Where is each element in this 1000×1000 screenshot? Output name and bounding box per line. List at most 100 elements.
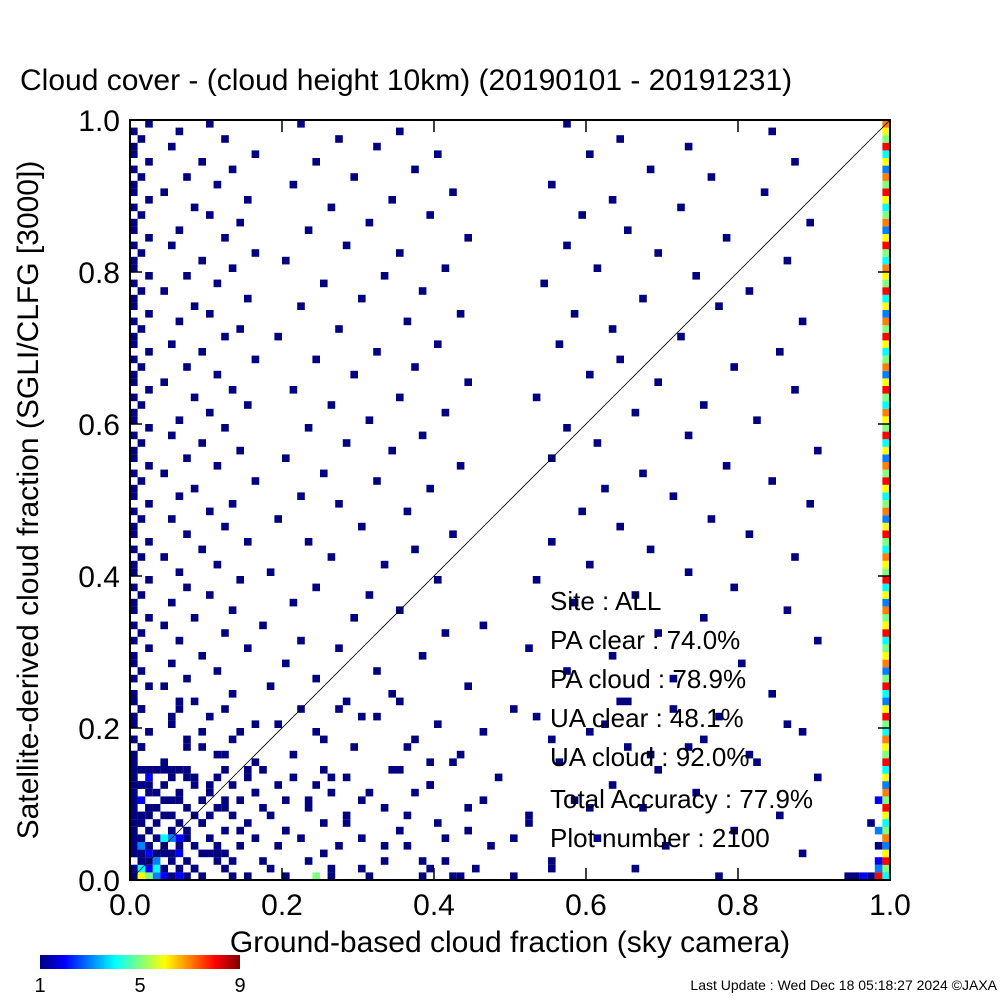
heatmap-cell — [130, 226, 138, 234]
heatmap-cell — [266, 811, 275, 820]
heatmap-cell — [411, 788, 419, 797]
heatmap-cell — [669, 674, 678, 683]
heatmap-cell — [130, 340, 138, 348]
heatmap-cell — [806, 500, 814, 508]
heatmap-cell — [137, 872, 146, 880]
heatmap-cell — [160, 758, 168, 766]
heatmap-cell — [244, 196, 252, 204]
heatmap-cell — [221, 864, 229, 873]
heatmap-cell — [814, 636, 822, 645]
heatmap-cell — [221, 849, 229, 858]
heatmap-cell — [183, 743, 191, 751]
heatmap-cell — [388, 196, 396, 204]
heatmap-cell — [137, 667, 146, 675]
heatmap-cell — [882, 150, 890, 158]
x-tick-label: 0.4 — [413, 889, 455, 922]
heatmap-cell — [228, 781, 237, 789]
colorbar-tick-min: 1 — [34, 975, 45, 997]
chart-title: Cloud cover - (cloud height 10km) (20190… — [20, 64, 792, 97]
heatmap-cell — [874, 872, 883, 880]
heatmap-cell — [160, 188, 168, 196]
heatmap-cell — [540, 279, 548, 288]
y-tick-label: 0.6 — [78, 409, 120, 442]
heatmap-cell — [289, 598, 298, 607]
heatmap-cell — [730, 583, 738, 592]
colorbar-tick-mid: 5 — [134, 975, 145, 997]
heatmap-cell — [130, 598, 138, 607]
heatmap-cell — [882, 614, 890, 622]
heatmap-cell — [616, 355, 624, 364]
heatmap-cell — [206, 834, 214, 842]
heatmap-cell — [350, 614, 358, 622]
heatmap-cell — [882, 287, 890, 295]
heatmap-cell — [570, 796, 579, 804]
heatmap-cell — [882, 766, 890, 774]
heatmap-cell — [130, 264, 138, 272]
heatmap-cell — [175, 705, 184, 713]
heatmap-cell — [365, 788, 374, 797]
heatmap-cell — [859, 872, 868, 880]
heatmap-cell — [145, 500, 153, 508]
heatmap-cell — [456, 872, 465, 880]
heatmap-cell — [411, 165, 419, 174]
heatmap-cell — [228, 857, 237, 865]
heatmap-cell — [160, 849, 168, 858]
heatmap-cell — [692, 788, 700, 797]
heatmap-cell — [251, 834, 260, 842]
heatmap-cell — [882, 234, 890, 242]
heatmap-cell — [662, 842, 670, 850]
heatmap-cell — [882, 325, 890, 333]
heatmap-cell — [882, 834, 890, 842]
heatmap-cell — [882, 302, 890, 310]
heatmap-cell — [137, 705, 146, 713]
heatmap-cell — [494, 773, 503, 782]
heatmap-cell — [190, 302, 199, 310]
heatmap-cell — [236, 325, 244, 333]
heatmap-cell — [160, 781, 168, 789]
y-tick-label: 0.4 — [78, 561, 120, 594]
heatmap-cell — [882, 788, 890, 797]
heatmap-cell — [190, 773, 199, 782]
heatmap-cell — [190, 864, 199, 873]
heatmap-cell — [130, 393, 138, 402]
heatmap-cell — [145, 234, 153, 242]
heatmap-cell — [145, 728, 153, 736]
heatmap-cell — [768, 477, 776, 485]
x-tick-label: 0.2 — [261, 889, 303, 922]
heatmap-cell — [707, 515, 716, 523]
heatmap-cell — [882, 750, 890, 759]
heatmap-cell — [700, 401, 708, 409]
heatmap-cell — [130, 203, 138, 212]
heatmap-cell — [320, 849, 328, 858]
heatmap-cell — [388, 446, 396, 455]
heatmap-cell — [874, 842, 883, 850]
y-tick-label: 0.8 — [78, 257, 120, 290]
heatmap-cell — [221, 796, 229, 804]
heatmap-cell — [882, 142, 890, 151]
heatmap-cell — [882, 180, 890, 189]
heatmap-cell — [624, 743, 632, 751]
heatmap-cell — [874, 857, 883, 865]
heatmap-cell — [608, 781, 617, 789]
heatmap-cell — [130, 317, 138, 326]
heatmap-cell — [882, 203, 890, 212]
heatmap-cell — [130, 842, 138, 850]
y-tick-label: 0.0 — [78, 865, 120, 898]
heatmap-cell — [282, 454, 290, 462]
heatmap-cell — [510, 872, 518, 880]
heatmap-cell — [137, 515, 146, 523]
heatmap-cell — [882, 682, 890, 690]
heatmap-cell — [882, 127, 890, 136]
heatmap-cell — [327, 553, 336, 561]
heatmap-cell — [145, 120, 153, 128]
heatmap-cell — [130, 408, 138, 417]
heatmap-cell — [882, 249, 890, 257]
heatmap-cell — [882, 424, 890, 432]
heatmap-cell — [578, 507, 586, 516]
heatmap-cell — [130, 758, 138, 766]
heatmap-cell — [358, 294, 366, 303]
heatmap-cell — [274, 842, 282, 850]
heatmap-cell — [616, 697, 624, 706]
heatmap-cell — [882, 743, 890, 751]
heatmap-cell — [282, 796, 290, 804]
